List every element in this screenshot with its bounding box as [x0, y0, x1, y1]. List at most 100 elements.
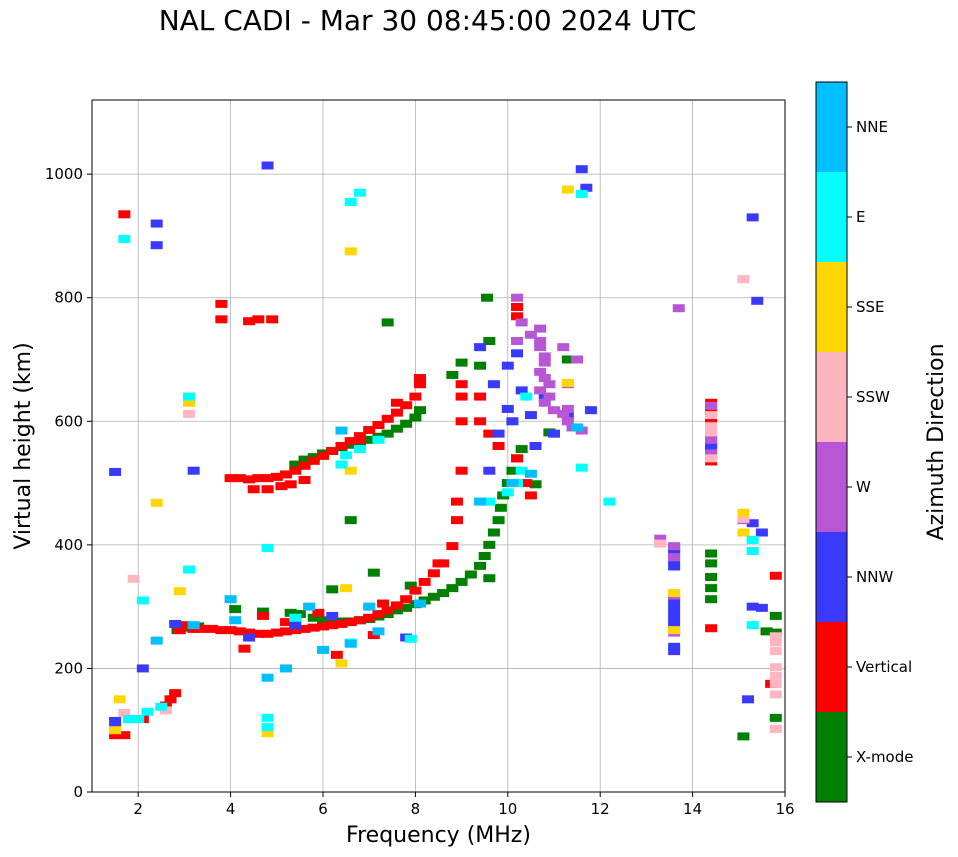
data-point-vertical — [224, 626, 237, 635]
data-point-vertical — [363, 425, 376, 434]
data-point-vertical — [524, 491, 537, 500]
data-point-vertical — [326, 446, 339, 455]
data-point-x-mode — [760, 627, 773, 636]
data-point-x-mode — [414, 406, 427, 415]
data-point-vertical — [312, 608, 325, 617]
data-point-nnw — [668, 642, 681, 651]
colorbar-tick-label: E — [856, 208, 865, 226]
data-point-vertical — [215, 299, 228, 308]
data-point-nnw — [529, 442, 542, 450]
data-point-vertical — [233, 474, 246, 483]
data-point-x-mode — [400, 603, 413, 612]
data-point-w — [668, 542, 681, 551]
data-point-x-mode — [284, 608, 297, 617]
data-point-vertical — [256, 611, 269, 620]
data-point-vertical — [243, 628, 256, 637]
data-point-vertical — [335, 619, 348, 628]
data-point-x-mode — [400, 419, 413, 428]
data-point-vertical — [261, 629, 274, 638]
data-point-nnw — [668, 621, 681, 630]
data-point-sse — [344, 466, 357, 475]
data-point-x-mode — [705, 559, 718, 568]
data-point-vertical — [483, 429, 496, 438]
data-point-vertical — [400, 595, 413, 604]
data-point-sse — [113, 695, 126, 704]
data-point-w — [571, 355, 584, 364]
data-point-vertical — [261, 474, 274, 483]
data-point-e — [344, 197, 357, 206]
data-point-vertical — [326, 621, 339, 630]
data-point-ssw — [737, 514, 750, 523]
data-point-x-mode — [326, 585, 339, 594]
data-point-x-mode — [307, 613, 320, 622]
data-point-vertical — [118, 731, 131, 740]
data-point-vertical — [335, 442, 348, 450]
data-point-ssw — [705, 411, 718, 420]
data-point-vertical — [372, 610, 385, 619]
data-point-e — [404, 634, 417, 643]
data-point-w — [705, 449, 718, 458]
y-tick-label: 200 — [54, 659, 83, 677]
y-tick-label: 1000 — [45, 165, 83, 183]
data-point-w — [515, 318, 528, 327]
x-tick-label: 8 — [411, 800, 421, 818]
data-point-ssw — [705, 428, 718, 437]
data-point-ssw — [769, 679, 782, 688]
data-point-w — [557, 409, 570, 418]
data-point-e — [575, 463, 588, 472]
data-point-x-mode — [529, 480, 542, 489]
x-tick-label: 10 — [498, 800, 517, 818]
data-point-vertical — [474, 392, 487, 401]
colorbar-tick-label: X-mode — [856, 748, 913, 766]
data-point-nne — [229, 616, 242, 625]
data-point-vertical — [317, 451, 329, 460]
data-point-e — [603, 497, 616, 506]
data-point-nnw — [109, 467, 122, 476]
data-point-w — [705, 401, 718, 410]
data-point-sse — [183, 398, 196, 407]
data-point-nnw — [474, 343, 487, 352]
data-point-e — [132, 715, 145, 724]
data-point-nne — [261, 673, 274, 682]
data-point-w — [543, 392, 556, 401]
data-point-w — [538, 352, 551, 361]
colorbar-swatch-w — [816, 442, 847, 532]
data-point-vertical — [344, 437, 357, 446]
data-point-e — [353, 445, 366, 454]
data-point-nne — [280, 664, 293, 673]
data-point-vertical — [353, 435, 366, 444]
colorbar-swatch-ssw — [816, 352, 847, 442]
data-point-vertical — [224, 474, 237, 483]
data-point-nnw — [169, 619, 182, 628]
data-point-vertical — [450, 516, 463, 525]
data-point-e — [372, 435, 385, 444]
data-point-vertical — [511, 312, 524, 321]
plot-area-frame — [91, 99, 786, 793]
data-point-vertical — [330, 650, 343, 659]
data-point-nnw — [501, 361, 514, 370]
data-point-x-mode — [561, 355, 574, 364]
data-point-x-mode — [737, 732, 750, 741]
data-point-vertical — [233, 627, 246, 636]
data-point-vertical — [289, 466, 302, 475]
data-point-vertical — [243, 475, 256, 484]
data-point-vertical — [284, 480, 297, 489]
data-point-nnw — [483, 466, 496, 475]
colorbar-tick-label: Vertical — [856, 658, 912, 676]
data-point-nne — [372, 627, 385, 636]
data-point-vertical — [455, 417, 468, 426]
data-point-vertical — [344, 618, 357, 627]
data-point-vertical — [474, 417, 487, 426]
data-point-ssw — [127, 574, 140, 583]
data-point-ssw — [183, 409, 196, 418]
data-point-vertical — [372, 420, 385, 429]
data-point-w — [534, 386, 547, 395]
data-point-vertical — [215, 315, 228, 324]
data-point-vertical — [252, 629, 265, 638]
data-point-vertical — [390, 408, 403, 417]
data-point-x-mode — [390, 424, 403, 433]
data-point-x-mode — [705, 572, 718, 581]
data-point-ssw — [705, 454, 718, 463]
data-point-sse — [344, 247, 357, 256]
data-point-e — [261, 543, 274, 552]
